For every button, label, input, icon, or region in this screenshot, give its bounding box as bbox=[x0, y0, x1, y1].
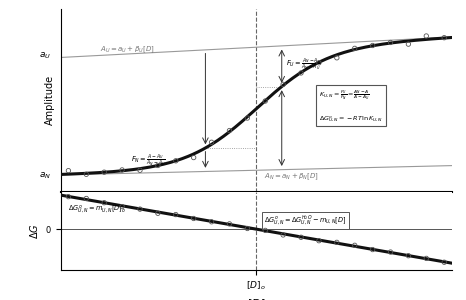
Point bbox=[387, 250, 394, 254]
Y-axis label: $\Delta G$: $\Delta G$ bbox=[28, 223, 40, 239]
Point bbox=[280, 82, 287, 87]
Point bbox=[154, 163, 162, 168]
Y-axis label: Amplitude: Amplitude bbox=[45, 75, 55, 125]
Point bbox=[244, 116, 251, 120]
Point bbox=[315, 238, 322, 243]
Point bbox=[65, 168, 72, 173]
Point bbox=[440, 260, 448, 265]
Point bbox=[118, 167, 126, 172]
Point bbox=[190, 155, 198, 160]
Point bbox=[351, 46, 358, 51]
Point bbox=[82, 172, 90, 177]
Point bbox=[423, 34, 430, 38]
X-axis label: [D]: [D] bbox=[247, 298, 265, 300]
Point bbox=[387, 40, 394, 45]
Point bbox=[65, 194, 72, 199]
Point bbox=[226, 128, 233, 133]
Point bbox=[172, 212, 179, 217]
Point bbox=[280, 232, 287, 237]
Point bbox=[208, 140, 215, 145]
Point bbox=[351, 243, 358, 248]
Point bbox=[82, 196, 90, 201]
Point bbox=[297, 235, 305, 240]
Point bbox=[118, 204, 126, 209]
Point bbox=[297, 70, 305, 75]
Point bbox=[333, 56, 341, 60]
Point bbox=[333, 240, 341, 245]
Text: $a_U$: $a_U$ bbox=[39, 50, 51, 61]
Point bbox=[136, 168, 144, 173]
Point bbox=[440, 35, 448, 40]
Text: $a_N$: $a_N$ bbox=[39, 170, 51, 181]
Point bbox=[101, 200, 108, 205]
Point bbox=[101, 170, 108, 175]
Point bbox=[226, 221, 233, 226]
Text: $\Delta G^o_{U,N} = m_{U,N}[D]_o$: $\Delta G^o_{U,N} = m_{U,N}[D]_o$ bbox=[69, 203, 126, 215]
Point bbox=[154, 211, 162, 216]
Point bbox=[404, 42, 412, 46]
Point bbox=[261, 228, 269, 233]
Point bbox=[404, 253, 412, 258]
Point bbox=[369, 43, 377, 48]
Point bbox=[423, 256, 430, 261]
Point bbox=[190, 216, 198, 221]
Text: $\Delta G^o_{U,N} = \Delta G^{H_2O}_{U,N} - m_{U,N}[D]$: $\Delta G^o_{U,N} = \Delta G^{H_2O}_{U,N… bbox=[264, 214, 347, 227]
Text: $A_N = a_N + \beta_N[D]$: $A_N = a_N + \beta_N[D]$ bbox=[264, 172, 319, 182]
Point bbox=[244, 226, 251, 231]
Text: $F_U = \frac{A_N-A}{A_N-A_U}$: $F_U = \frac{A_N-A}{A_N-A_U}$ bbox=[287, 56, 321, 72]
Point bbox=[315, 60, 322, 65]
Point bbox=[136, 207, 144, 212]
Point bbox=[261, 99, 269, 103]
Point bbox=[369, 247, 377, 252]
Text: $A_U = a_U + \beta_U[D]$: $A_U = a_U + \beta_U[D]$ bbox=[100, 44, 155, 55]
Text: $F_N = \frac{A-A_U}{A_N-A_U}$: $F_N = \frac{A-A_U}{A_N-A_U}$ bbox=[131, 152, 166, 168]
Text: $K_{U,N} = \frac{F_U}{F_N} = \frac{A_N-A}{A-A_U}$

$\Delta G^o_{U,N} = -RT\ln K_: $K_{U,N} = \frac{F_U}{F_N} = \frac{A_N-A… bbox=[319, 88, 383, 123]
Point bbox=[208, 219, 215, 224]
Point bbox=[172, 158, 179, 163]
